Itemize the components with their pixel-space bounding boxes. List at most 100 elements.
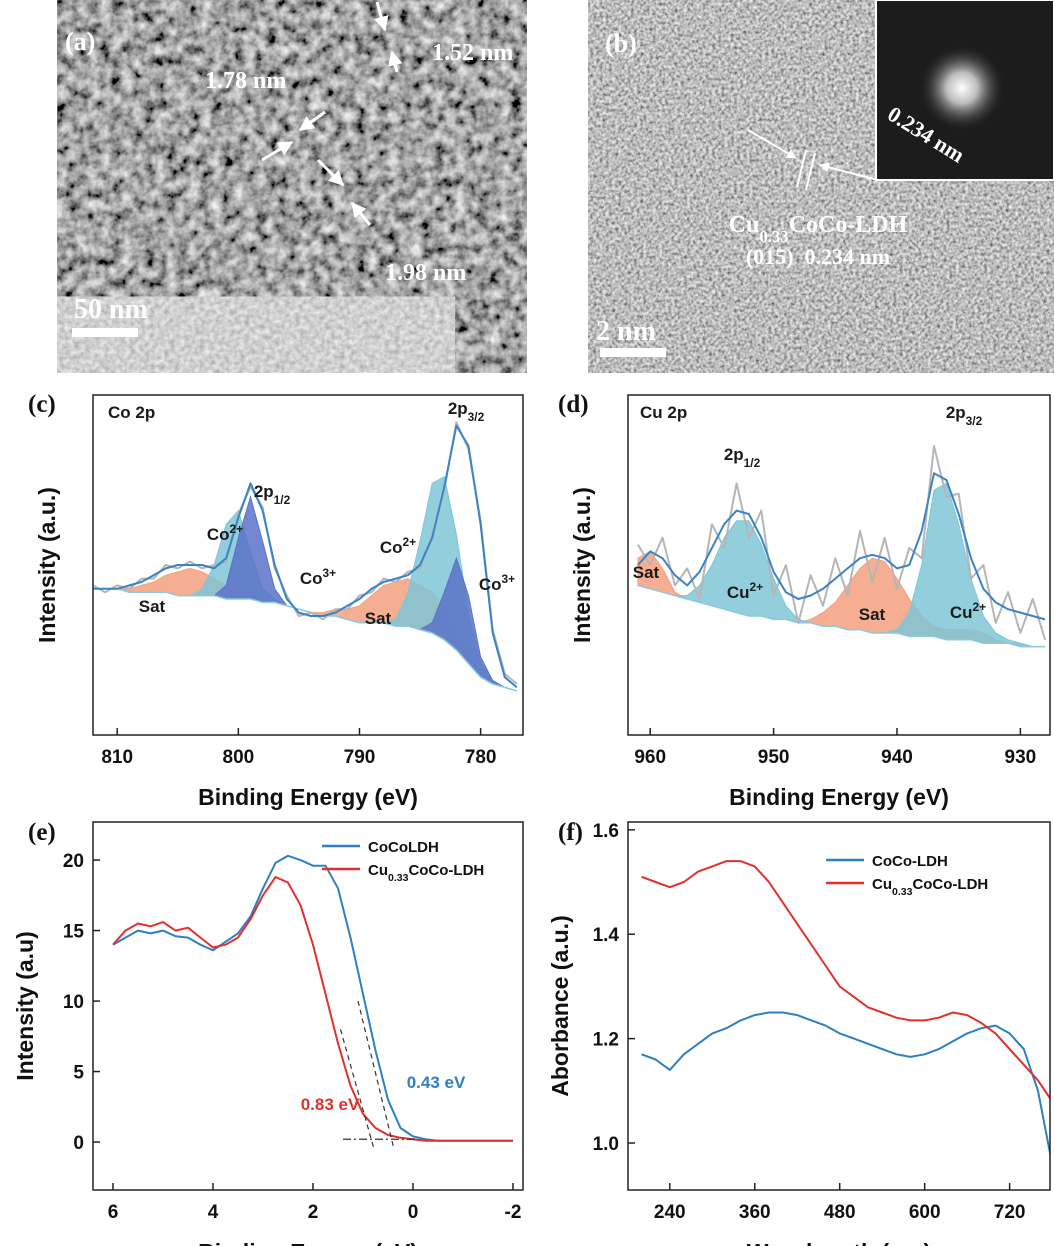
panel-label: (b): [605, 29, 637, 58]
y-tick-label: 15: [63, 922, 85, 943]
plot-frame: [92, 821, 524, 1191]
text-part: 2+: [403, 535, 417, 549]
text-part: Co: [300, 569, 323, 588]
fringe-marker: [796, 149, 807, 188]
spacing-label: 1.98 nm: [385, 260, 466, 286]
text-part: 3/2: [966, 414, 983, 428]
spacing-label: 1.52 nm: [432, 40, 513, 66]
annotation: 2p3/2: [946, 403, 983, 428]
annotation: 2p1/2: [254, 482, 291, 507]
x-tick-label: 6: [108, 1202, 119, 1223]
y-tick-label: 1.2: [593, 1030, 619, 1051]
y-axis-label: Intensity (a.u.): [34, 487, 60, 643]
x-tick-label: 480: [824, 1202, 856, 1223]
x-tick-label: 2: [308, 1202, 319, 1223]
x-tick-label: 4: [208, 1202, 219, 1223]
arrow: [819, 162, 879, 181]
annotation: Co 2p: [108, 403, 155, 422]
arrow: [350, 201, 372, 226]
panel-label: (c): [28, 391, 56, 418]
x-tick-label: 800: [223, 747, 255, 768]
x-tick-label: 0: [408, 1202, 419, 1223]
x-tick-label: 720: [994, 1202, 1026, 1223]
annotation: Cu2+: [727, 580, 763, 602]
series-line: [641, 1011, 1050, 1159]
plot-area: [637, 445, 1047, 648]
panel-label: (a): [65, 27, 95, 56]
fringe-marker: [805, 152, 816, 191]
arrow: [387, 50, 403, 73]
annotation: 0.43 eV: [407, 1073, 466, 1092]
x-tick-label: 240: [654, 1202, 686, 1223]
x-tick-label: 810: [101, 747, 133, 768]
x-tick-label: -2: [505, 1202, 522, 1223]
annotation: Co2+: [207, 522, 243, 544]
text-part: 1/2: [744, 456, 761, 470]
y-axis-label: Intensity (a.u.): [569, 487, 595, 643]
text-part: 3+: [323, 566, 337, 580]
text-part: Co: [380, 538, 403, 557]
text-part: CoCo-LDH: [912, 876, 988, 893]
y-tick-label: 1.0: [593, 1134, 619, 1155]
text-part: 2p: [254, 482, 274, 501]
chart-panel: 240 360 480 600 720 1.0 1.2 1.4 1.6 Wavelength (n…: [547, 819, 1051, 1246]
scale-bar-label: 2 nm: [596, 316, 656, 347]
text-part: 3+: [502, 572, 516, 586]
guide-line: [357, 1000, 395, 1150]
text-part: 2p: [448, 399, 468, 418]
fft-spot: [918, 44, 1006, 132]
x-tick-label: 960: [634, 747, 666, 768]
plot-area: [641, 860, 1050, 1159]
annotation: 0.83 eV: [301, 1095, 360, 1114]
annotation: Sat: [633, 563, 660, 582]
x-tick-label: 940: [881, 747, 913, 768]
text-part: CoCo-LDH: [408, 862, 484, 879]
scale-bar: [72, 328, 138, 337]
annotation: Cu2+: [950, 600, 986, 622]
chart-panel: 960 950 940 930 Binding Energy (eV) Intensity…: [558, 391, 1051, 810]
x-tick-label: 790: [344, 747, 376, 768]
arrow: [747, 129, 797, 159]
plot-frame: [92, 394, 524, 736]
text-part: 2p: [724, 445, 744, 464]
annotation: Sat: [859, 605, 886, 624]
text-part: Cu: [727, 583, 750, 602]
text-part: Co: [207, 525, 230, 544]
x-tick-label: 950: [758, 747, 790, 768]
text-part: CoCo-LDH: [789, 212, 908, 238]
annotation: Co2+: [380, 535, 416, 557]
annotation: Sat: [139, 597, 166, 616]
legend-label: Cu0.33CoCo-LDH: [872, 876, 988, 898]
series-line: [112, 876, 513, 1142]
background-line: [637, 584, 1046, 648]
text-part: 0.33: [759, 227, 788, 246]
plot-area: [93, 421, 518, 692]
text-part: 2+: [230, 522, 244, 536]
plot-area: [112, 854, 513, 1150]
x-axis-label: Binding Energy (eV): [198, 784, 418, 810]
legend-label: CoCo-LDH: [872, 853, 948, 870]
support-film: [57, 296, 455, 373]
series-line: [93, 424, 518, 689]
panel-label: (f): [558, 819, 583, 846]
arrow: [316, 158, 345, 187]
text-part: Cu: [950, 603, 973, 622]
x-axis-label: Wavelength (nm): [747, 1239, 931, 1246]
arrow: [298, 110, 326, 132]
text-part: 2+: [750, 580, 764, 594]
series-line: [637, 472, 1046, 621]
annotation: Cu 2p: [640, 403, 687, 422]
annotation: 2p1/2: [724, 445, 761, 470]
text-part: Cu: [729, 212, 760, 238]
text-part: 2p: [946, 403, 966, 422]
y-tick-label: 1.6: [593, 821, 619, 842]
text-part: Cu: [368, 862, 388, 879]
guide-line: [339, 1029, 375, 1150]
annotation: Co3+: [300, 566, 336, 588]
y-tick-label: 10: [63, 992, 84, 1013]
y-tick-label: 20: [63, 851, 84, 872]
spacing-label: 1.78 nm: [205, 68, 286, 94]
